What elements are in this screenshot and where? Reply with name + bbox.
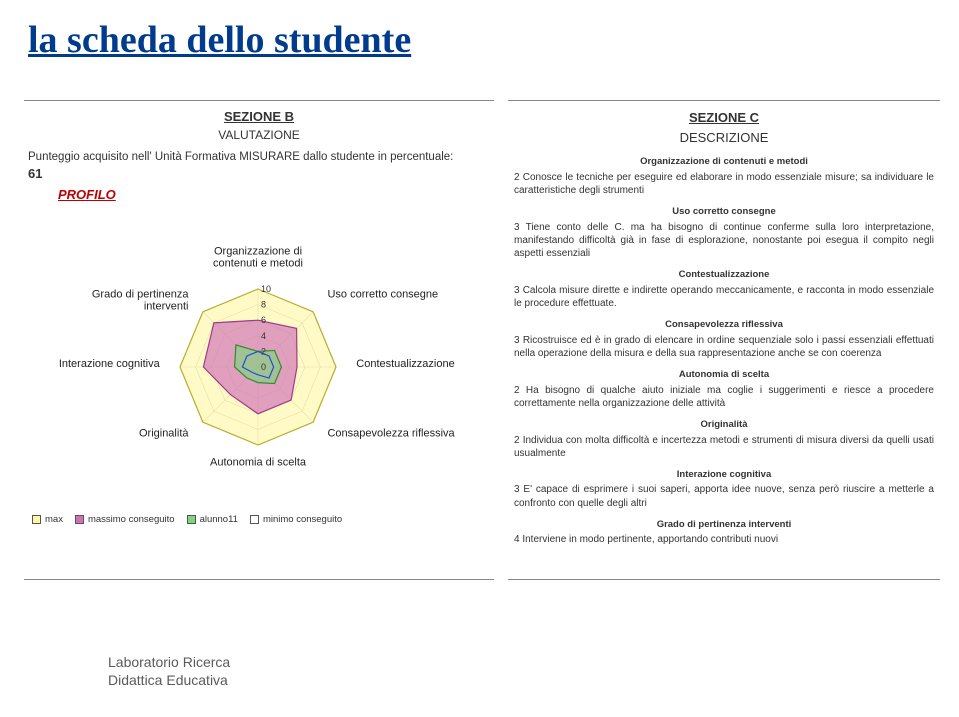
section-b-header: SEZIONE B VALUTAZIONE (28, 109, 490, 142)
section-b-subtitle: VALUTAZIONE (28, 128, 490, 142)
legend-item: massimo conseguito (75, 514, 175, 525)
description-item: Uso corretto consegne 3 Tiene conto delle… (514, 206, 934, 260)
svg-text:Contestualizzazione: Contestualizzazione (356, 358, 454, 370)
svg-text:Organizzazione dicontenuti e m: Organizzazione dicontenuti e metodi (213, 245, 303, 269)
svg-text:4: 4 (261, 330, 266, 340)
description-head: Consapevolezza riflessiva (514, 319, 934, 332)
description-item: Originalità 2 Individua con molta diffico… (514, 419, 934, 460)
profilo-label: PROFILO (58, 187, 490, 202)
svg-text:Autonomia di scelta: Autonomia di scelta (210, 456, 307, 468)
description-body: 2 Conosce le tecniche per eseguire ed el… (514, 171, 934, 197)
description-body: 4 Interviene in modo pertinente, apporta… (514, 533, 934, 546)
description-body: 3 Tiene conto delle C. ma ha bisogno di … (514, 221, 934, 261)
punteggio-value: 61 (28, 166, 490, 181)
section-c: SEZIONE C DESCRIZIONE Organizzazione di … (508, 100, 940, 580)
description-item: Consapevolezza riflessiva 3 Ricostruisce … (514, 319, 934, 360)
legend-item: max (32, 514, 63, 525)
radar-svg: 0 2 4 6 8 10 Organizzazione dicontenuti e meto… (28, 202, 488, 512)
legend-item: alunno11 (187, 514, 238, 525)
svg-text:Grado di pertinenzainterventi: Grado di pertinenzainterventi (92, 288, 189, 312)
section-b-title: SEZIONE B (28, 109, 490, 124)
chart-legend: max massimo conseguito alunno11 minimo cons… (28, 514, 490, 525)
legend-swatch (250, 515, 259, 524)
description-head: Interazione cognitiva (514, 469, 934, 482)
section-c-title: SEZIONE C (514, 109, 934, 126)
description-head: Originalità (514, 419, 934, 432)
description-body: 2 Individua con molta difficoltà e incer… (514, 434, 934, 460)
description-item: Interazione cognitiva3 E' capace di espr… (514, 469, 934, 510)
footer-lab: Laboratorio RicercaDidattica Educativa (108, 653, 230, 689)
description-head: Grado di pertinenza interventi (514, 519, 934, 532)
description-item: Organizzazione di contenuti e metodi 2 Co… (514, 156, 934, 197)
legend-label: massimo conseguito (88, 514, 175, 525)
svg-text:Originalità: Originalità (139, 427, 189, 439)
legend-label: max (45, 514, 63, 525)
legend-label: minimo conseguito (263, 514, 342, 525)
section-b: SEZIONE B VALUTAZIONE Punteggio acquisit… (24, 100, 494, 580)
svg-text:Interazione cognitiva: Interazione cognitiva (59, 358, 161, 370)
punteggio-label: Punteggio acquisito nell' Unità Formativ… (28, 150, 490, 166)
description-body: 3 Calcola misure dirette e indirette ope… (514, 284, 934, 310)
svg-text:6: 6 (261, 315, 266, 325)
description-head: Contestualizzazione (514, 269, 934, 282)
legend-item: minimo conseguito (250, 514, 342, 525)
svg-text:Consapevolezza riflessiva: Consapevolezza riflessiva (327, 427, 455, 439)
svg-text:2: 2 (261, 346, 266, 356)
legend-swatch (75, 515, 84, 524)
legend-label: alunno11 (200, 514, 238, 525)
description-body: 2 Ha bisogno di qualche aiuto iniziale m… (514, 384, 934, 410)
radar-chart: 0 2 4 6 8 10 Organizzazione dicontenuti e meto… (28, 202, 488, 512)
description-body: 3 Ricostruisce ed è in grado di elencare… (514, 334, 934, 360)
legend-swatch (187, 515, 196, 524)
svg-text:8: 8 (261, 299, 266, 309)
svg-text:0: 0 (261, 362, 266, 372)
page-title: la scheda dello studente (28, 18, 411, 62)
svg-text:Uso corretto consegne: Uso corretto consegne (327, 288, 438, 300)
description-head: Organizzazione di contenuti e metodi (514, 156, 934, 169)
description-item: Autonomia di scelta 2 Ha bisogno di qualc… (514, 369, 934, 410)
legend-swatch (32, 515, 41, 524)
description-head: Uso corretto consegne (514, 206, 934, 219)
section-c-subtitle: DESCRIZIONE (514, 129, 934, 146)
description-head: Autonomia di scelta (514, 369, 934, 382)
description-body: 3 E' capace di esprimere i suoi saperi, … (514, 483, 934, 509)
description-item: Contestualizzazione 3 Calcola misure dire… (514, 269, 934, 310)
description-list: Organizzazione di contenuti e metodi 2 Co… (514, 156, 934, 546)
description-item: Grado di pertinenza interventi4 Intervie… (514, 519, 934, 547)
svg-text:10: 10 (261, 284, 271, 294)
